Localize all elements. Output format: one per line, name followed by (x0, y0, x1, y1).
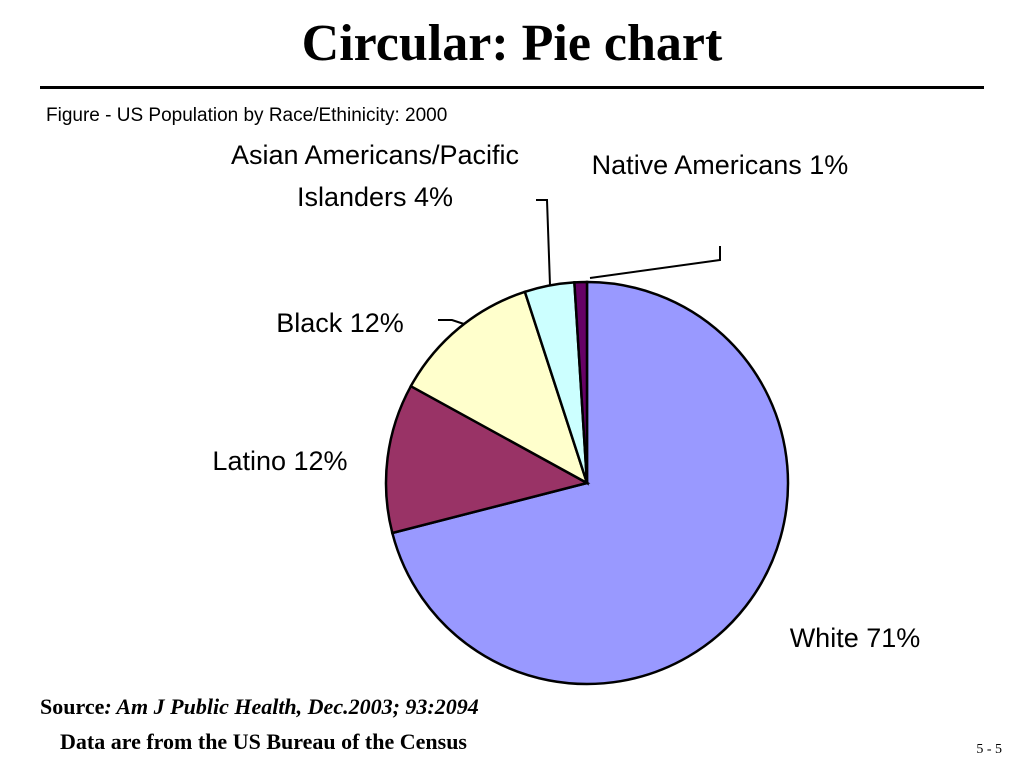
value-label: 4% (414, 182, 454, 212)
category-name: Asian Americans/Pacific Islanders (230, 140, 520, 212)
category-name: Native Americans (591, 150, 802, 180)
slice-label: Asian Americans/Pacific Islanders 4% (210, 134, 540, 218)
category-name: White (789, 623, 859, 653)
note: Data are from the US Bureau of the Censu… (60, 729, 467, 754)
source-label: Source (40, 694, 105, 719)
leader-line (589, 246, 721, 279)
pie-slice (573, 280, 589, 484)
pie-slice (409, 290, 590, 486)
slide-title: Circular: Pie chart (301, 15, 723, 72)
value-label: 1% (809, 150, 849, 180)
page-number: 5 - 5 (976, 742, 1002, 757)
slice-label: Native Americans 1% (560, 144, 880, 186)
slice-label: Latino 12% (180, 440, 380, 482)
leader-line (536, 199, 551, 286)
source: Source: Am J Public Health, Dec.2003; 93… (40, 694, 479, 720)
value-label: 71% (866, 623, 921, 653)
category-name: Latino (212, 446, 286, 476)
value-label: 12% (293, 446, 348, 476)
title-rule (40, 86, 984, 89)
slice-label: Black 12% (240, 302, 440, 344)
value-label: 12% (349, 308, 404, 338)
slice-label: White 71% (755, 617, 955, 659)
source-text: : Am J Public Health, Dec.2003; 93:2094 (104, 694, 479, 719)
chart-title: Figure - US Population by Race/Ethinicit… (46, 105, 448, 126)
pie-slice (384, 384, 591, 535)
pie-slice (390, 280, 790, 686)
category-name: Black (276, 308, 343, 338)
